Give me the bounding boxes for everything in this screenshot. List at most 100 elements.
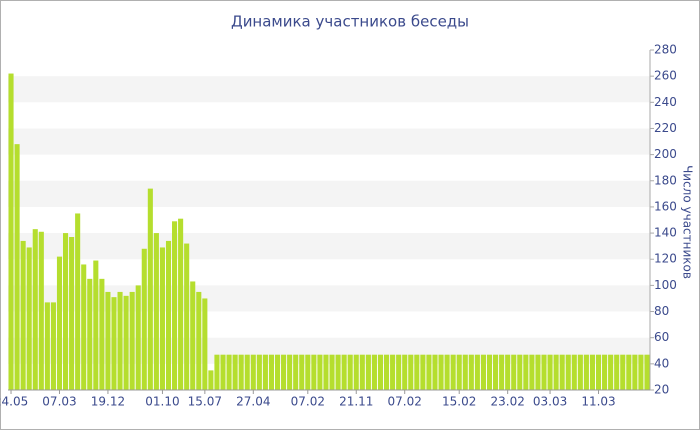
bar [559,354,565,390]
y-tick-label: 180 [654,173,677,187]
bar [329,354,335,390]
bar [274,354,281,390]
x-tick-label: 27.04 [236,395,270,409]
y-tick-label: 40 [654,356,669,370]
x-tick-label: 19.12 [91,395,125,409]
grid-band [8,180,650,207]
bar [141,248,147,390]
bar [438,354,444,390]
bar [14,144,20,390]
bar [75,213,81,390]
y-tick-label: 200 [654,147,677,161]
y-tick-label: 220 [654,121,677,135]
bar [172,221,178,390]
bar [317,354,323,390]
bar [450,354,456,390]
bar [505,354,511,390]
bar [123,295,129,390]
bar [517,354,523,390]
bar [50,302,56,390]
bar [493,354,499,390]
bar [535,354,541,390]
bar [632,354,638,390]
bar [602,354,608,390]
y-tick-label: 260 [654,69,677,83]
bar [335,354,341,390]
grid-band [8,128,650,155]
bar [26,247,32,390]
x-tick-label: 11.03 [581,395,615,409]
bar [620,354,626,390]
bar [644,354,650,390]
bar [293,354,299,390]
y-tick-label: 20 [654,383,669,397]
bar [208,370,214,390]
bar [196,291,202,390]
bar [250,354,256,390]
bar [547,354,553,390]
bar [571,354,577,390]
y-tick-label: 100 [654,278,677,292]
x-tick-label: 01.10 [145,395,179,409]
bar [56,256,63,390]
bar [262,354,268,390]
y-tick-label: 120 [654,252,677,266]
bar [390,354,396,390]
bar [287,354,293,390]
bar [190,281,196,390]
bar [62,233,69,390]
bar [99,278,105,390]
bar [87,278,93,390]
bar [305,354,311,390]
bar [184,243,190,390]
grid-band [8,233,650,260]
bar [499,354,505,390]
x-tick-label: 21.11 [339,395,373,409]
bar [153,233,159,390]
bar [232,354,238,390]
bar [468,354,474,390]
bar [299,354,305,390]
bar [129,291,135,390]
x-tick-label: 15.02 [442,395,476,409]
bar [541,354,547,390]
bar [402,354,408,390]
bar [32,229,38,390]
x-tick-label: 07.03 [42,395,76,409]
bar [474,354,480,390]
grid-band [8,76,650,103]
bar [553,354,559,390]
bar [511,354,517,390]
bar [311,354,317,390]
bar [105,291,111,390]
bar [608,354,614,390]
y-axis-label: Число участников [681,165,695,279]
bar [359,354,365,390]
y-tick-label: 160 [654,199,677,213]
bar [117,291,123,390]
bar [456,354,462,390]
y-tick-label: 280 [654,43,677,57]
bar [165,240,172,390]
bar [69,237,75,390]
x-tick-label: 03.03 [533,395,567,409]
bar [38,231,44,390]
bar [202,298,208,390]
bar [408,354,414,390]
bar [414,354,420,390]
bar [420,354,426,390]
x-tick-label: 24.05 [0,395,28,409]
bar [147,188,153,390]
bar [444,354,450,390]
bar [589,354,596,390]
bar [341,354,347,390]
x-tick-label: 07.02 [291,395,325,409]
y-tick-label: 240 [654,95,677,109]
bar [462,354,468,390]
bar [323,354,329,390]
bar [595,354,602,390]
x-tick-label: 07.02 [388,395,422,409]
bar [347,354,353,390]
bar [178,218,184,390]
